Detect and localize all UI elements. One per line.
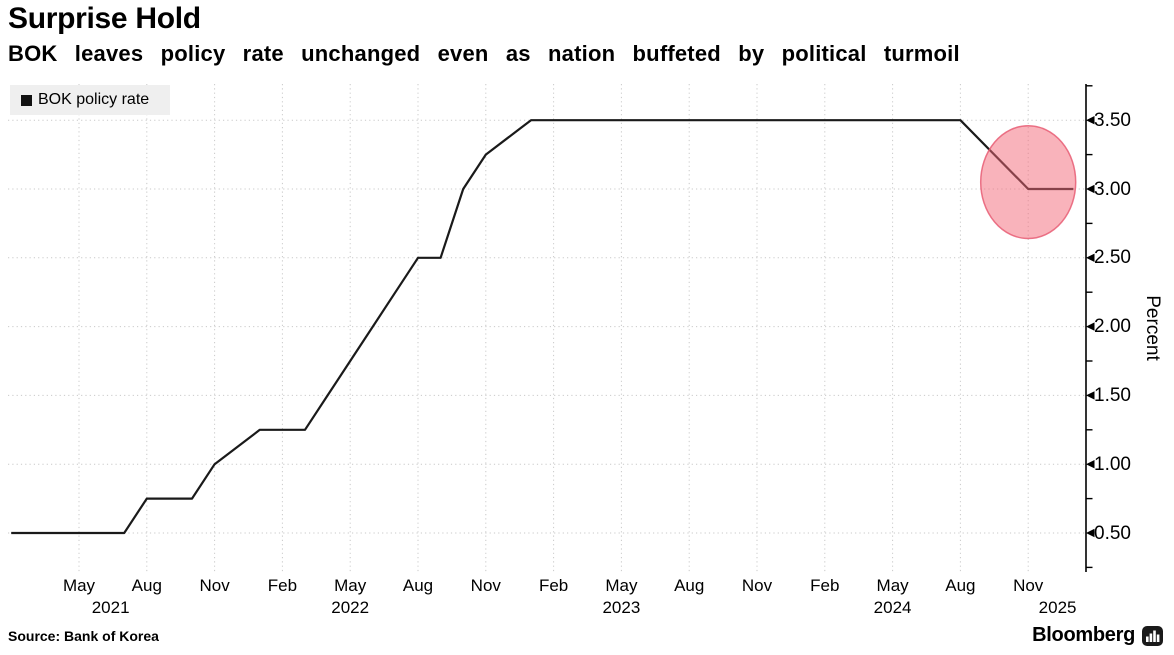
y-major-tick xyxy=(1086,391,1095,400)
year-label: 2025 xyxy=(1038,598,1077,617)
chart-title: Surprise Hold xyxy=(8,2,201,35)
y-tick-label: 0.50 xyxy=(1094,522,1131,544)
y-tick-label: 2.50 xyxy=(1094,247,1131,269)
x-tick-label: Nov xyxy=(741,576,773,595)
year-label: 2021 xyxy=(91,598,130,617)
legend: BOK policy rate xyxy=(10,85,170,115)
x-tick-label: Feb xyxy=(267,576,298,595)
x-tick-label: Nov xyxy=(199,576,230,595)
x-tick-label: Feb xyxy=(810,576,840,595)
chart-subtitle: BOK leaves policy rate unchanged even as… xyxy=(8,41,960,66)
bloomberg-wordmark: Bloomberg xyxy=(1032,624,1135,646)
y-tick-label: 1.00 xyxy=(1094,453,1131,475)
y-major-tick xyxy=(1086,322,1095,331)
source-note: Source: Bank of Korea xyxy=(8,628,159,644)
x-tick-label: Feb xyxy=(538,576,569,595)
policy-rate-line xyxy=(11,119,1074,535)
bloomberg-terminal-icon xyxy=(1142,625,1163,646)
legend-label: BOK policy rate xyxy=(38,91,150,108)
x-tick-label: May xyxy=(605,576,638,595)
y-major-tick xyxy=(1086,253,1095,262)
y-tick-label: 3.00 xyxy=(1094,178,1131,200)
x-tick-label: Aug xyxy=(674,576,705,595)
y-major-tick xyxy=(1086,184,1095,194)
x-tick-label: Aug xyxy=(131,576,162,595)
y-tick-label: 3.50 xyxy=(1094,109,1131,131)
y-tick-label: 1.50 xyxy=(1094,384,1131,406)
x-tick-label: May xyxy=(876,576,909,595)
y-major-tick xyxy=(1086,528,1095,538)
x-tick-label: Nov xyxy=(1013,576,1044,595)
x-tick-label: May xyxy=(62,576,96,595)
y-axis-title: Percent xyxy=(1142,295,1163,361)
y-major-tick xyxy=(1086,460,1095,469)
y-major-tick xyxy=(1086,116,1095,125)
year-label: 2023 xyxy=(602,598,641,617)
legend-swatch-icon xyxy=(21,94,32,106)
y-tick-label: 2.00 xyxy=(1094,316,1131,338)
year-label: 2024 xyxy=(873,598,912,617)
x-tick-label: May xyxy=(334,576,367,595)
highlight-ellipse xyxy=(979,124,1077,240)
bloomberg-logo: Bloomberg xyxy=(1032,624,1163,647)
x-tick-label: Aug xyxy=(402,576,434,595)
year-label: 2022 xyxy=(331,598,370,617)
x-tick-label: Nov xyxy=(470,576,501,595)
x-tick-label: Aug xyxy=(945,576,976,595)
